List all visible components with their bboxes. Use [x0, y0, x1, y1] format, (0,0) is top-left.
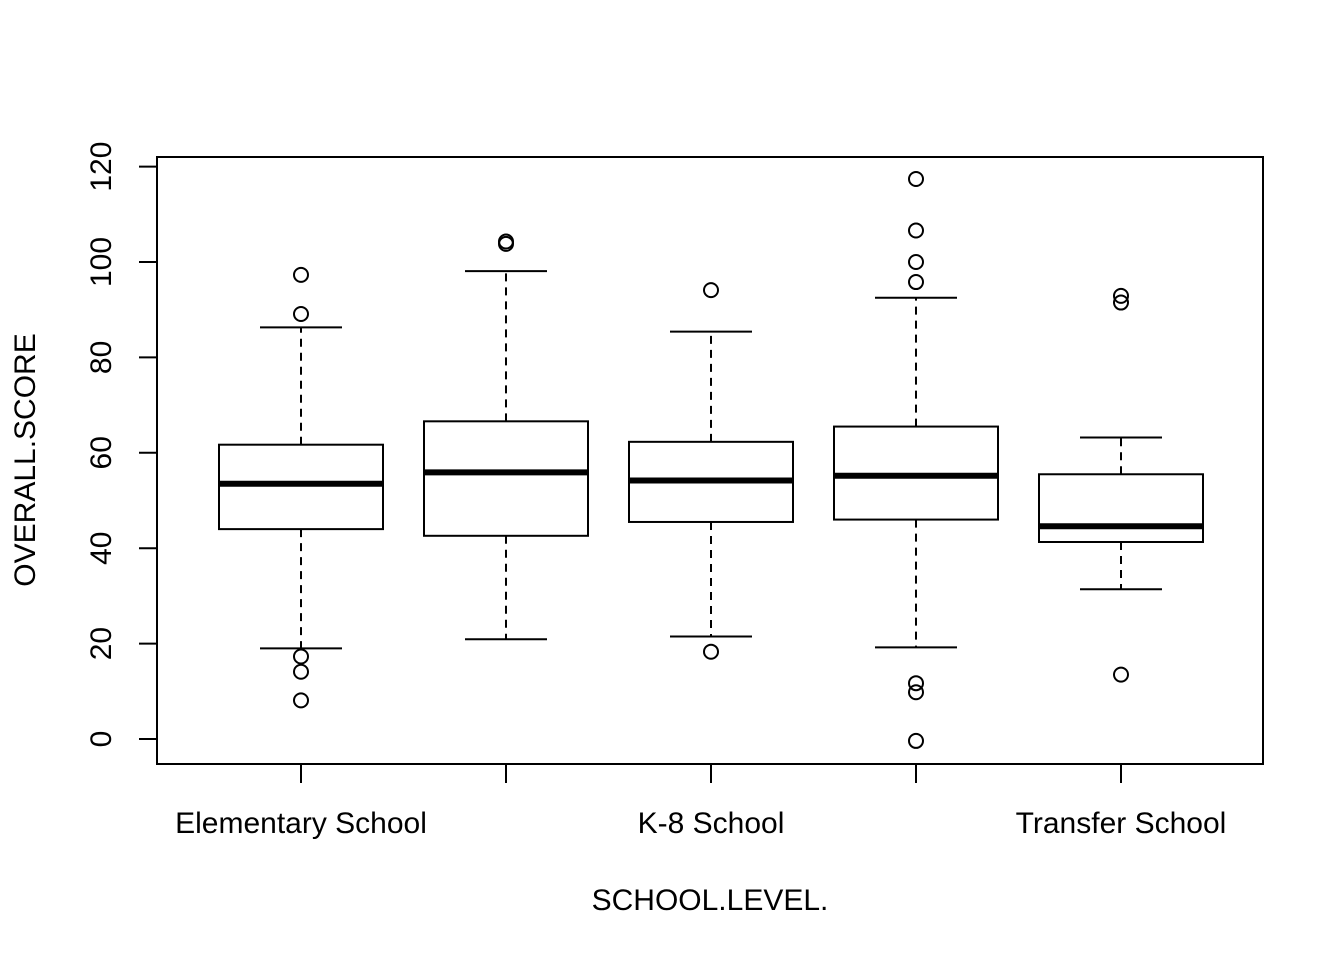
- y-tick-label: 120: [85, 142, 118, 192]
- x-tick-label: Transfer School: [1016, 807, 1227, 840]
- outlier-point: [498, 235, 514, 252]
- outlier-point: [908, 171, 924, 188]
- x-tick-label: K-8 School: [638, 807, 785, 840]
- outlier-point: [908, 684, 924, 701]
- outlier-point: [1113, 287, 1129, 304]
- outlier-point: [293, 663, 309, 680]
- outlier-point: [1113, 294, 1129, 311]
- y-tick-label: 100: [85, 237, 118, 287]
- x-tick-label: Elementary School: [175, 807, 427, 840]
- outlier-point: [703, 643, 719, 660]
- outlier-point: [908, 254, 924, 270]
- y-tick-label: 80: [85, 341, 118, 374]
- y-axis: 0 20 40 60 80 100 120: [85, 142, 158, 748]
- outlier-point: [908, 732, 924, 749]
- outlier-point: [1113, 666, 1129, 683]
- y-tick-label: 0: [85, 731, 118, 748]
- box: [1038, 473, 1204, 543]
- outlier-point: [293, 266, 309, 283]
- y-axis-label: OVERALL.SCORE: [9, 333, 42, 586]
- box-group: [833, 171, 999, 749]
- outlier-point: [293, 648, 309, 665]
- y-tick-label: 40: [85, 532, 118, 565]
- box: [218, 443, 384, 531]
- outlier-point: [703, 282, 719, 299]
- outlier-point: [908, 675, 924, 692]
- outlier-point: [908, 222, 924, 239]
- box-group: [423, 233, 589, 641]
- box-group: [1038, 287, 1204, 683]
- y-tick-label: 20: [85, 627, 118, 660]
- x-axis-label: SCHOOL.LEVEL.: [592, 884, 829, 917]
- box-group: [628, 282, 794, 660]
- outlier-point: [293, 692, 309, 709]
- outlier-point: [908, 274, 924, 291]
- x-axis: Elementary School K-8 School Transfer Scho…: [175, 764, 1226, 840]
- y-tick-label: 60: [85, 436, 118, 469]
- outlier-point: [293, 305, 309, 322]
- box: [423, 420, 589, 537]
- boxes-layer: [218, 171, 1204, 749]
- box-group: [218, 266, 384, 709]
